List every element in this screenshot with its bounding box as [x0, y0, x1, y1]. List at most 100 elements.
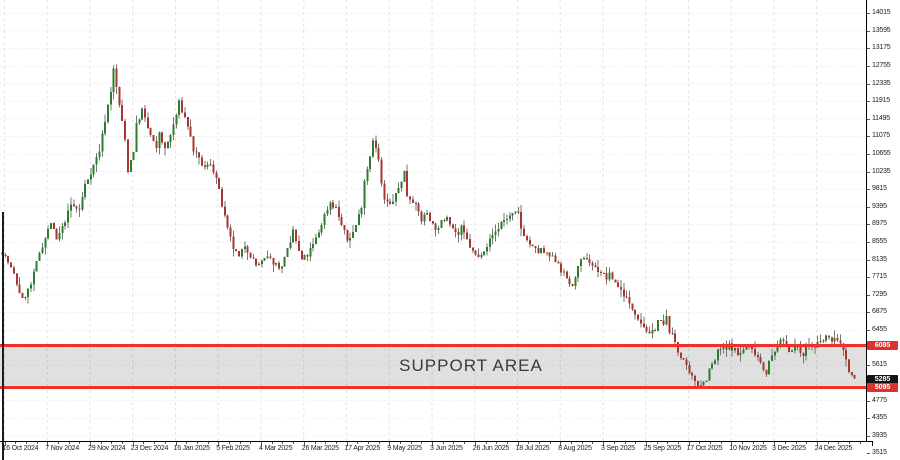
price-axis-tick: [867, 330, 870, 332]
candle-down: [218, 177, 221, 190]
date-axis-minor-tick: [699, 442, 701, 444]
candle-up: [363, 181, 366, 209]
price-axis-tick: [867, 118, 870, 120]
date-axis-minor-tick: [25, 442, 27, 444]
candle-down: [628, 296, 631, 304]
candle-up: [608, 272, 611, 280]
candle-down: [203, 165, 206, 167]
candle-up: [317, 232, 320, 238]
candle-down: [161, 132, 164, 143]
price-axis-tick: [867, 30, 870, 32]
candle-down: [659, 319, 662, 321]
support-area-band[interactable]: [0, 345, 866, 388]
candle-down: [525, 236, 528, 240]
candle-down: [591, 262, 594, 266]
date-axis-tick: [389, 442, 391, 446]
support-line-upper[interactable]: [0, 344, 866, 348]
candle-up: [423, 214, 426, 222]
candle-up: [357, 213, 360, 226]
candle-down: [386, 199, 389, 202]
date-axis-minor-tick: [196, 442, 198, 444]
candle-down: [181, 100, 184, 113]
candle-down: [560, 263, 563, 273]
price-axis-tick: [867, 242, 870, 244]
date-axis[interactable]: 16 Oct 2024 7 Nov 2024 29 Nov 2024 23 Dec 2…: [0, 442, 866, 460]
date-axis-minor-tick: [57, 442, 59, 444]
candle-up: [497, 228, 500, 232]
candle-up: [69, 204, 72, 211]
candle-up: [503, 220, 506, 223]
candle-up: [403, 171, 406, 182]
candle-down: [853, 374, 856, 379]
candle-down: [414, 203, 417, 205]
candle-down: [756, 354, 759, 357]
chart-plot-area[interactable]: SUPPORT AREA: [0, 0, 867, 442]
candle-down: [232, 236, 235, 250]
date-axis-minor-tick: [239, 442, 241, 444]
candle-up: [158, 132, 161, 149]
date-axis-minor-tick: [79, 442, 81, 444]
candle-up: [292, 229, 295, 243]
date-axis-minor-tick: [15, 442, 17, 444]
candle-down: [155, 141, 158, 149]
candle-down: [332, 202, 335, 208]
candle-down: [605, 273, 608, 280]
gridlines: [0, 0, 866, 441]
candle-up: [514, 211, 517, 214]
candle-up: [286, 247, 289, 258]
date-axis-minor-tick: [410, 442, 412, 444]
candle-up: [460, 225, 463, 235]
candle-up: [440, 220, 443, 228]
date-axis-minor-tick: [357, 442, 359, 444]
candle-down: [839, 340, 842, 344]
candle-down: [55, 228, 58, 240]
price-axis-tick: [867, 189, 870, 191]
candle-down: [850, 372, 853, 375]
date-axis-label: 26 Jun 2025: [472, 445, 510, 452]
date-axis-tick: [47, 442, 49, 446]
candle-up: [511, 213, 514, 216]
date-axis-label: 18 Jul 2025: [515, 445, 550, 452]
price-axis-label: 10655: [872, 150, 891, 158]
price-axis-tick: [867, 224, 870, 226]
candle-up: [129, 160, 132, 172]
price-axis-tick: [867, 154, 870, 156]
candle-down: [306, 255, 309, 257]
candle-down: [198, 152, 201, 158]
candle-up: [825, 335, 828, 341]
price-axis-label: 12335: [872, 79, 891, 87]
candle-down: [443, 220, 446, 222]
candle-up: [312, 243, 315, 249]
candle-down: [600, 271, 602, 273]
candle-up: [323, 214, 326, 226]
candle-up: [702, 381, 705, 386]
candle-down: [417, 203, 420, 212]
date-axis-label: 16 Oct 2024: [2, 445, 39, 452]
candle-up: [397, 187, 400, 193]
price-axis[interactable]: 14015 13595 13175 12755 12335 11915 11495 11075…: [867, 0, 900, 460]
candle-down: [625, 296, 628, 298]
candle-down: [195, 151, 198, 153]
candle-down: [183, 112, 186, 118]
candle-down: [383, 183, 386, 200]
candle-down: [554, 255, 557, 262]
support-line-lower[interactable]: [0, 385, 866, 389]
candle-down: [471, 247, 474, 251]
candle-down: [671, 333, 674, 335]
date-axis-minor-tick: [164, 442, 166, 444]
date-axis-minor-tick: [528, 442, 530, 444]
candle-down: [223, 206, 226, 216]
date-axis-minor-tick: [100, 442, 102, 444]
date-axis-minor-tick: [122, 442, 124, 444]
date-axis-minor-tick: [282, 442, 284, 444]
candle-down: [52, 223, 55, 229]
date-axis-label: 25 Sep 2025: [643, 445, 682, 452]
date-axis-label: 4 Mar 2025: [259, 445, 293, 452]
candle-down: [517, 211, 520, 213]
candle-down: [611, 272, 614, 280]
candle-up: [166, 142, 169, 149]
price-axis-label: 11075: [872, 132, 890, 140]
candle-up: [657, 319, 659, 331]
date-axis-tick: [4, 442, 6, 446]
candle-up: [711, 364, 714, 369]
